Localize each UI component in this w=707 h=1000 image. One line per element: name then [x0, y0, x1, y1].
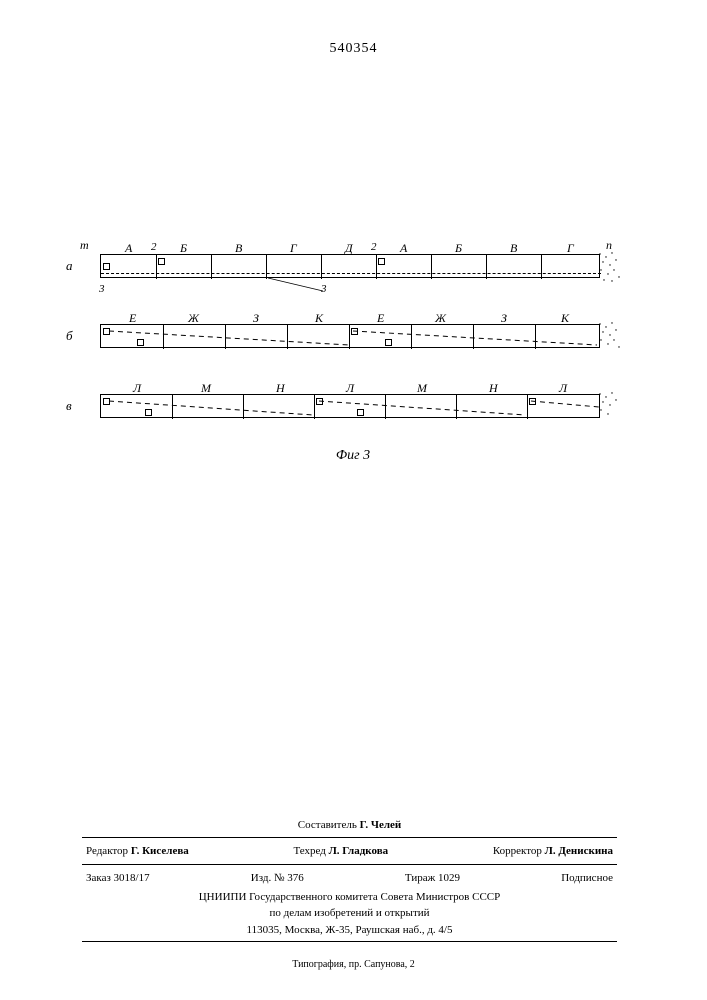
lead-line	[268, 278, 348, 296]
seg-label: Ж	[188, 311, 199, 326]
credits-row: Редактор Г. Киселева Техред Л. Гладкова …	[82, 841, 617, 862]
dots-pattern	[596, 320, 624, 354]
marker-box	[103, 263, 110, 270]
slanted-dash	[101, 325, 601, 349]
seg-label: Б	[180, 241, 187, 256]
seg-label: В	[510, 241, 517, 256]
seg-label: Г	[567, 241, 574, 256]
seg-label: Н	[276, 381, 285, 396]
num-label-2: 2	[151, 241, 157, 253]
seg-label: З	[501, 311, 507, 326]
figure-caption: Фиг 3	[88, 448, 618, 464]
row-label-c: в	[66, 398, 72, 414]
marker-box	[378, 258, 385, 265]
seg-label: К	[315, 311, 323, 326]
dots-pattern	[596, 250, 624, 284]
org-line-2: по делам изобретений и открытий	[82, 905, 617, 922]
bar-c: Л М Н Л М Н Л	[100, 394, 600, 418]
num-label-2b: 2	[371, 241, 377, 253]
seg-label: З	[253, 311, 259, 326]
diagram-row-c: в Л М Н Л М Н Л	[88, 380, 618, 425]
seg-label: К	[561, 311, 569, 326]
row-label-a: а	[66, 258, 73, 274]
order-row: Заказ 3018/17 Изд. № 376 Тираж 1029 Подп…	[82, 868, 617, 889]
diagram-row-b: б Е Ж З К Е Ж З К	[88, 310, 618, 355]
seg-label: Л	[133, 381, 141, 396]
seg-label: Л	[346, 381, 354, 396]
slanted-dash	[101, 395, 601, 419]
seg-label: М	[201, 381, 211, 396]
seg-label: Ж	[435, 311, 446, 326]
figure-diagram: а m n А Б В Г Д А Б В Г 2 2 3 3	[88, 240, 618, 450]
seg-label: Б	[455, 241, 462, 256]
seg-label: Д	[345, 241, 353, 256]
seg-label: Е	[129, 311, 136, 326]
diagram-row-a: а m n А Б В Г Д А Б В Г 2 2 3 3	[88, 240, 618, 285]
seg-label: А	[125, 241, 132, 256]
address-line: 113035, Москва, Ж-35, Раушская наб., д. …	[82, 922, 617, 939]
page-number: 540354	[0, 41, 707, 57]
marker-box	[158, 258, 165, 265]
compiler-line: Составитель Г. Челей	[82, 817, 617, 834]
row-label-b: б	[66, 328, 73, 344]
end-label-m: m	[80, 238, 89, 253]
seg-label: Г	[290, 241, 297, 256]
footer-block: Составитель Г. Челей Редактор Г. Киселев…	[82, 817, 617, 945]
bar-b: Е Ж З К Е Ж З К	[100, 324, 600, 348]
num-label-3: 3	[99, 283, 105, 295]
seg-label: Л	[559, 381, 567, 396]
dots-pattern	[596, 390, 624, 424]
typography-line: Типография, пр. Сапунова, 2	[0, 959, 707, 970]
seg-label: М	[417, 381, 427, 396]
seg-label: В	[235, 241, 242, 256]
org-line-1: ЦНИИПИ Государственного комитета Совета …	[82, 889, 617, 906]
seg-label: А	[400, 241, 407, 256]
seg-label: Е	[377, 311, 384, 326]
seg-label: Н	[489, 381, 498, 396]
bar-a: А Б В Г Д А Б В Г 2 2 3 3	[100, 254, 600, 278]
